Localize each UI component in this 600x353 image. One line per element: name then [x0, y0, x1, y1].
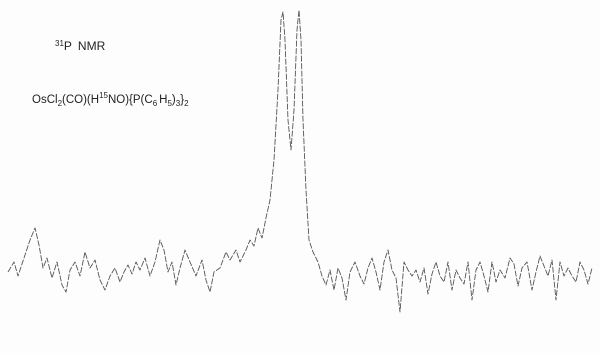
method: NMR — [78, 39, 106, 53]
formula-subscript: 2 — [184, 99, 189, 108]
formula: OsCl2(CO)(H15NO){P(C6 H5)3}2 — [32, 91, 189, 108]
spectrum-trace — [7, 9, 593, 313]
formula-subscript: 5 — [167, 99, 172, 108]
formula-part: ) — [172, 94, 176, 106]
formula-part: } — [180, 94, 184, 106]
formula-superscript: 15 — [99, 91, 108, 100]
formula-subscript: 2 — [58, 99, 63, 108]
nucleus: P — [64, 39, 72, 53]
nmr-label: 31P NMR — [55, 39, 106, 53]
formula-part: (CO)(H — [62, 94, 99, 106]
formula-part: OsCl — [32, 94, 58, 106]
formula-subscript: 6 — [153, 99, 158, 108]
mass-number: 31 — [55, 39, 64, 48]
formula-subscript: 3 — [176, 99, 181, 108]
formula-part: NO){P(C — [108, 94, 153, 106]
formula-part: H — [159, 94, 167, 106]
